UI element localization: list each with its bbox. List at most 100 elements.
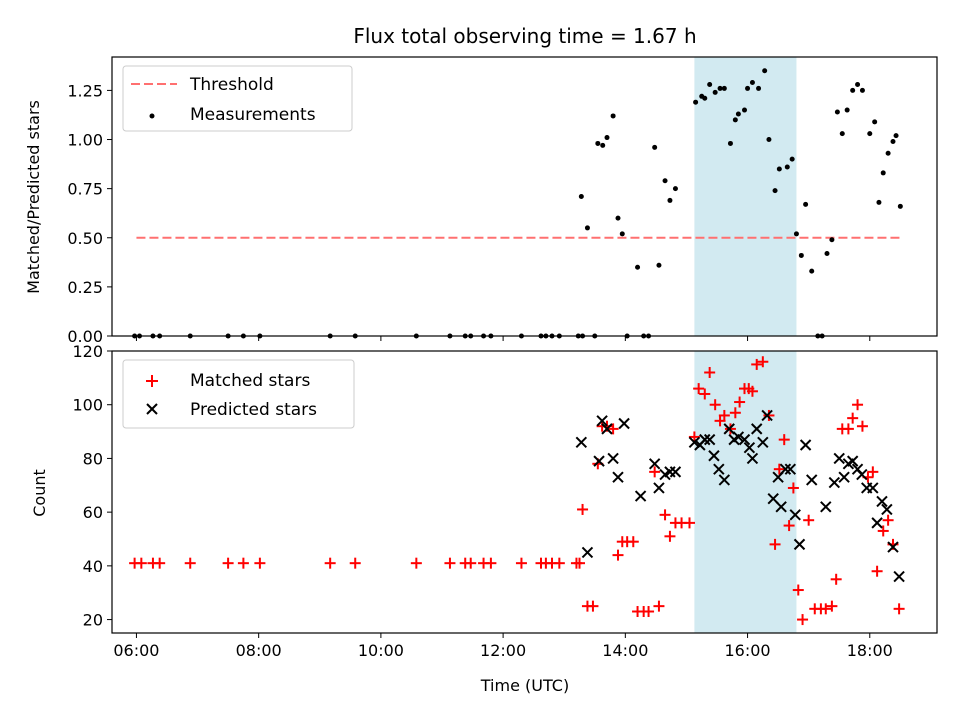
predicted-star-point [723,423,735,435]
predicted-star-point [634,490,647,502]
matched-star-point [783,520,795,532]
measurement-point [844,107,850,113]
bottom-xtick-label: 08:00 [236,641,282,660]
matched-star-point [684,517,695,529]
measurement-point [584,225,590,231]
predicted-star-points [575,409,905,583]
measurement-point [727,140,733,146]
matched-star-point [237,557,249,569]
matched-star-point [718,409,730,421]
panel-top-legend: Threshold Measurements [122,65,353,132]
measurement-point [839,131,845,137]
predicted-star-point [581,546,594,559]
matched-star-point [699,388,711,400]
measurement-point [732,117,738,123]
matched-star-point [444,557,456,569]
matched-star-point [349,557,361,569]
legend-measurements-label: Measurements [190,105,316,125]
matched-star-point [607,423,619,435]
predicted-star-point [718,474,731,486]
predicted-star-point [867,482,879,494]
predicted-star-point [820,501,832,513]
matched-star-point [577,503,589,515]
top-ytick-label: 0.25 [67,278,103,297]
predicted-star-point [653,482,665,494]
measurement-point [824,250,830,256]
legend-matched-swatch [146,375,158,387]
measurement-point [880,170,886,176]
matched-star-point [410,557,422,569]
predicted-star-point [746,452,759,465]
matched-star-point [792,584,804,596]
matched-star-point [877,525,889,537]
predicted-star-point [757,436,769,449]
matched-star-point [856,420,868,432]
predicted-star-point [596,415,608,427]
measurement-point [772,188,778,194]
measurement-point [798,252,804,258]
matched-star-point [709,399,721,411]
measurement-point [872,119,878,125]
legend-matched-label: Matched stars [190,371,310,391]
predicted-star-point [703,433,716,446]
matched-star-point [778,434,790,446]
top-ytick-label: 1.00 [67,131,103,150]
bottom-ytick-label: 100 [72,396,103,415]
panel-top-shaded-span [694,57,797,336]
predicted-star-point [871,517,883,529]
predicted-star-point [738,433,751,446]
measurement-point [859,87,865,93]
measurement-point [578,194,584,199]
panel-top-frame [111,56,938,337]
matched-star-point [787,482,799,494]
measurement-point [707,82,713,88]
matched-star-point [852,399,864,411]
predicted-star-point [833,452,845,465]
predicted-star-point [575,436,588,449]
panel-top: Flux total observing time = 1.67 h 0.000… [24,24,938,346]
predicted-star-point [779,463,792,475]
matched-star-point [842,423,854,435]
measurement-point [702,95,708,101]
top-ytick-label: 1.25 [67,81,103,100]
predicted-star-point [612,471,624,483]
measurement-point [615,215,621,221]
bottom-xtick-label: 10:00 [358,641,404,660]
measurement-point [893,133,899,139]
matched-star-point [659,509,671,521]
measurement-point [600,142,606,148]
measurement-point [784,164,790,170]
measurement-point [742,107,747,113]
panel-bottom-ylabel: Count [30,469,49,517]
predicted-star-point [713,463,725,475]
bottom-xtick-label: 16:00 [725,641,771,660]
matched-star-point [763,409,775,421]
predicted-star-point [601,423,613,435]
matched-star-point [704,366,716,378]
matched-star-point [553,557,565,569]
measurement-point [721,85,727,91]
predicted-star-point [784,463,797,475]
measurement-point [776,166,782,172]
matched-star-point [612,549,624,561]
bottom-xtick-label: 18:00 [847,641,893,660]
measurement-point [662,178,668,184]
matched-star-point [324,557,336,569]
panel-bottom-legend: Matched stars Predicted stars [122,359,355,429]
measurement-point [693,99,699,105]
matched-star-point [769,538,781,550]
measurement-point [604,135,610,141]
predicted-star-point [838,471,850,483]
matched-star-point [653,600,665,612]
predicted-star-point [593,455,605,467]
bottom-xtick-label: 06:00 [113,641,159,660]
panel-top-ylabel: Matched/Predicted stars [24,100,43,294]
matched-star-point [871,565,883,577]
measurement-point [793,231,799,237]
predicted-star-point [688,436,701,449]
matched-star-point [734,396,746,408]
matched-star-point [649,466,661,478]
predicted-star-point [761,409,773,422]
bottom-ytick-label: 40 [83,557,103,576]
